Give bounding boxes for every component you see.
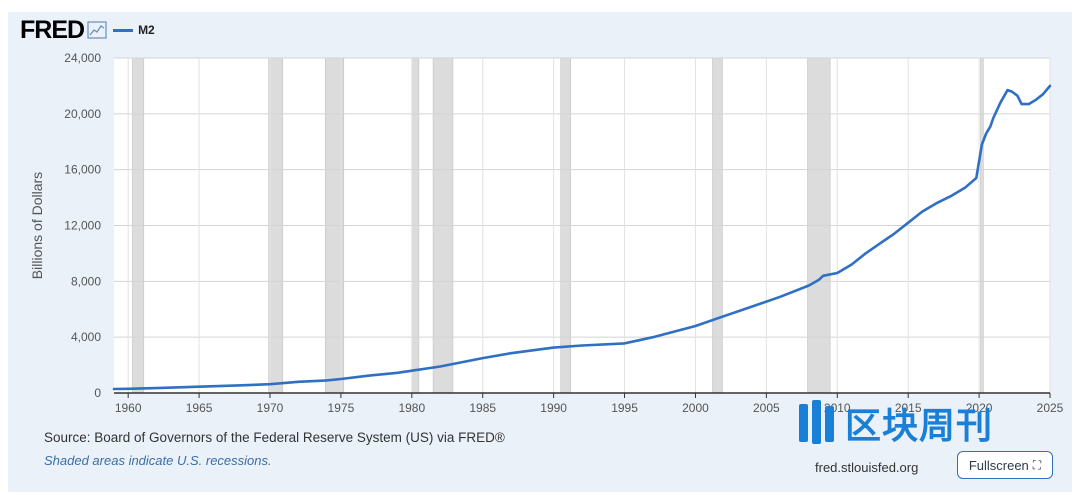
recession-note: Shaded areas indicate U.S. recessions. [44, 453, 272, 468]
x-tick-label: 2025 [1037, 401, 1064, 415]
y-tick-label: 24,000 [64, 51, 101, 65]
y-tick-label: 4,000 [71, 330, 101, 344]
y-tick-label: 0 [94, 386, 101, 400]
watermark: 区块周刊 [795, 395, 993, 451]
x-tick-label: 1980 [398, 401, 425, 415]
line-chart-icon [87, 21, 107, 39]
gridlines [114, 57, 1051, 393]
x-tick-label: 1990 [540, 401, 567, 415]
x-tick-label: 2015 [895, 401, 922, 415]
x-tick-label: 1960 [115, 401, 142, 415]
chart-header: FRED M2 [20, 17, 155, 43]
y-tick-label: 12,000 [64, 219, 101, 233]
series-group [112, 84, 1052, 391]
watermark-logo-icon [799, 400, 834, 444]
watermark-text: 区块周刊 [845, 406, 994, 447]
legend-label-m2: M2 [138, 23, 155, 37]
y-tick-label: 20,000 [64, 107, 101, 121]
legend-swatch [113, 28, 134, 32]
fullscreen-icon: ⛶ [1032, 457, 1042, 472]
y-tick-label: 8,000 [71, 274, 101, 288]
chart-svg: 0 4,000 8,000 12,000 16,000 20,000 24,000 1960… [29, 51, 1064, 415]
y-axis-title: Billions of Dollars [29, 172, 45, 279]
x-tick-labels: 1960 1965 1970 1975 1980 1985 1990 1995 2000 2005… [115, 393, 1064, 415]
x-tick-label: 1965 [186, 401, 213, 415]
site-link[interactable]: fred.stlouisfed.org [815, 460, 919, 475]
fred-logo[interactable]: FRED [20, 16, 85, 44]
x-tick-label: 1970 [257, 401, 284, 415]
x-tick-label: 2005 [753, 401, 780, 415]
x-tick-label: 2000 [682, 401, 709, 415]
x-tick-label: 1985 [469, 401, 496, 415]
y-tick-label: 16,000 [64, 163, 101, 177]
x-tick-label: 1975 [328, 401, 355, 415]
series-line-m2 [112, 84, 1052, 391]
fullscreen-button[interactable]: Fullscreen ⛶ [957, 451, 1053, 479]
x-tick-label: 2020 [966, 401, 993, 415]
x-tick-label: 1995 [611, 401, 638, 415]
source-text: Source: Board of Governors of the Federa… [44, 430, 505, 445]
y-tick-labels: 0 4,000 8,000 12,000 16,000 20,000 24,000 [64, 51, 101, 400]
fullscreen-label: Fullscreen [968, 457, 1029, 473]
